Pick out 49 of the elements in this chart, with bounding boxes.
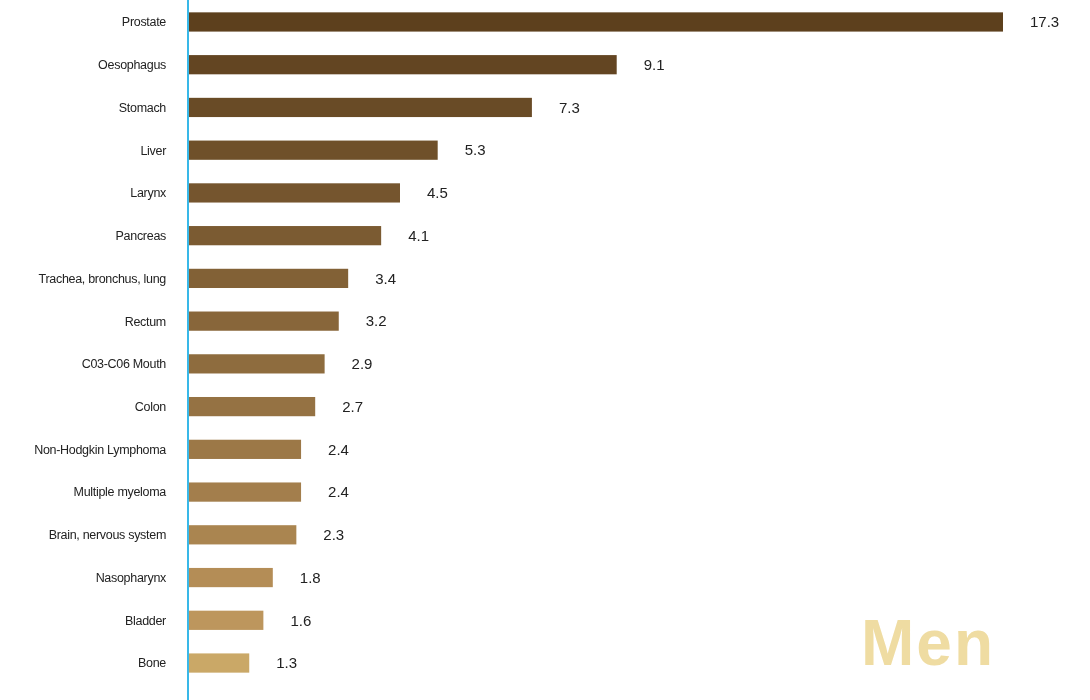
data-label: 17.3: [1030, 13, 1060, 31]
data-label: 4.1: [408, 226, 430, 244]
y-tick-label: Oesophagus: [98, 58, 167, 73]
bar: [188, 653, 250, 673]
data-label: 3.2: [365, 312, 387, 330]
data-label: 9.1: [643, 55, 665, 73]
y-tick-label: Colon: [134, 399, 167, 414]
data-label: 2.9: [351, 355, 373, 373]
data-label: 2.4: [328, 440, 349, 458]
data-label: 7.3: [558, 98, 580, 116]
y-tick-label: Liver: [140, 143, 167, 158]
y-tick-label: C03-C06 Mouth: [81, 357, 167, 372]
bar: [188, 268, 349, 289]
data-label: 4.5: [426, 184, 448, 202]
bar: [188, 183, 400, 203]
bar: [188, 311, 339, 331]
bar: [188, 439, 302, 459]
data-label: 3.4: [375, 269, 397, 287]
data-label: 1.6: [290, 611, 312, 629]
y-tick-label: Bladder: [125, 613, 167, 628]
y-tick-label: Trachea, bronchus, lung: [38, 271, 167, 286]
y-tick-label: Rectum: [124, 314, 166, 329]
y-tick-label: Multiple myeloma: [73, 485, 167, 500]
data-label: 2.3: [323, 526, 345, 544]
y-tick-label: Brain, nervous system: [48, 528, 166, 543]
y-tick-label: Larynx: [130, 186, 168, 201]
bar: [188, 12, 1003, 32]
y-tick-label: Bone: [138, 656, 167, 671]
annotation: Men: [861, 607, 995, 679]
bar: [188, 55, 617, 75]
bar: [188, 226, 382, 246]
bar: [188, 140, 438, 160]
y-tick-label: Prostate: [121, 15, 167, 30]
bar: [188, 482, 302, 502]
bar: [188, 354, 325, 374]
data-label: 1.8: [299, 568, 321, 586]
bar: [188, 567, 273, 588]
y-tick-label: Non-Hodgkin Lymphoma: [34, 442, 167, 457]
y-tick-label: Pancreas: [115, 229, 167, 244]
bar: [188, 525, 297, 545]
data-label: 5.3: [464, 141, 486, 159]
bar: [188, 97, 532, 118]
bar: [188, 396, 316, 417]
y-tick-label: Stomach: [118, 100, 167, 115]
data-label: 2.7: [342, 397, 364, 415]
data-label: 2.4: [328, 483, 349, 501]
y-tick-label: Nasopharynx: [95, 570, 168, 585]
data-label: 1.3: [276, 654, 298, 672]
bar: [188, 610, 264, 630]
